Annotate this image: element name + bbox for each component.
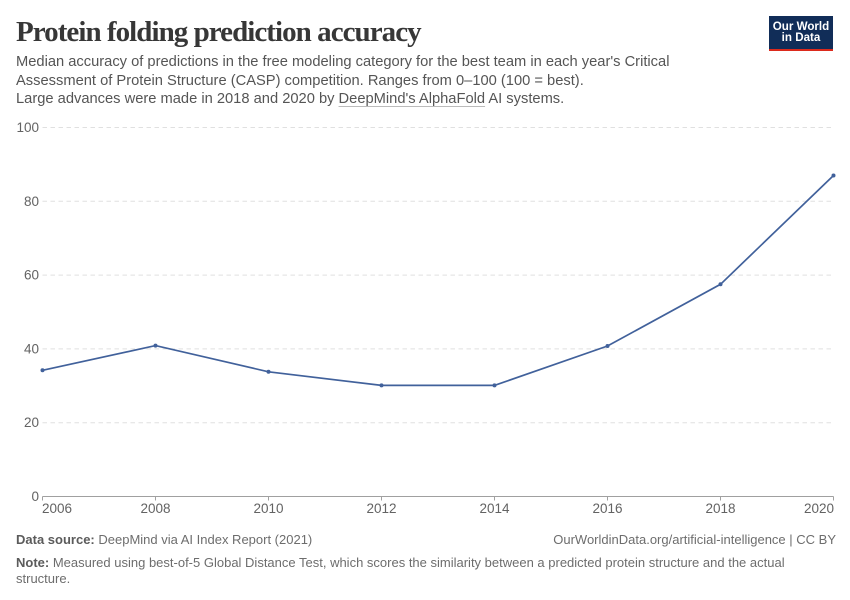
svg-text:40: 40 bbox=[24, 341, 39, 356]
svg-text:2012: 2012 bbox=[366, 501, 396, 516]
svg-text:20: 20 bbox=[24, 415, 39, 430]
svg-text:2016: 2016 bbox=[592, 501, 622, 516]
svg-text:2018: 2018 bbox=[705, 501, 735, 516]
svg-text:2020: 2020 bbox=[804, 501, 834, 516]
svg-text:60: 60 bbox=[24, 268, 39, 283]
svg-text:0: 0 bbox=[31, 489, 39, 504]
svg-text:2006: 2006 bbox=[42, 501, 72, 516]
svg-text:2010: 2010 bbox=[253, 501, 283, 516]
svg-text:2014: 2014 bbox=[479, 501, 510, 516]
svg-text:2008: 2008 bbox=[140, 501, 170, 516]
svg-text:80: 80 bbox=[24, 194, 39, 209]
svg-text:100: 100 bbox=[16, 120, 39, 135]
